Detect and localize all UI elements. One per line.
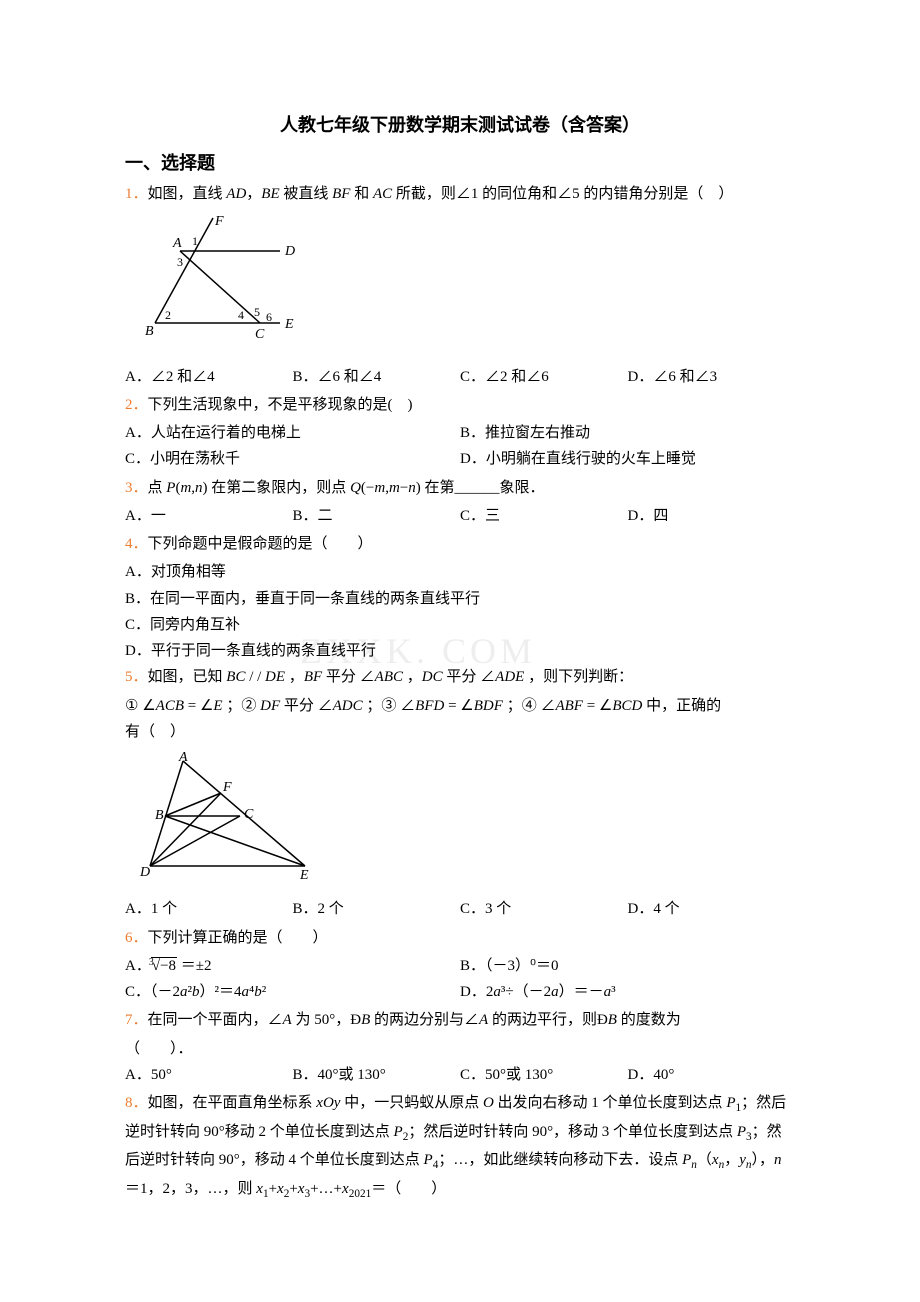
- q4-num: 4．: [125, 536, 148, 552]
- q5-line2: ① ∠ACB = ∠E ；② DF 平分 ∠ADC ；③ ∠BFD = ∠BDF…: [125, 693, 795, 719]
- q7-b: 为 50°，: [295, 1012, 350, 1028]
- svg-text:1: 1: [192, 234, 198, 248]
- q7-opt-c: C．50°或 130°: [460, 1062, 628, 1088]
- q4-text: 下列命题中是假命题的是（ ）: [148, 536, 373, 552]
- q2-opt-c: C．小明在荡秋千: [125, 446, 460, 472]
- q5-l2f: 中，正确的: [646, 698, 721, 714]
- question-1: 1．如图，直线 AD，BE 被直线 BF 和 AC 所截，则∠1 的同位角和∠5…: [125, 181, 795, 207]
- q1-num: 1．: [125, 186, 148, 202]
- svg-text:D: D: [139, 865, 150, 880]
- q8-num: 8．: [125, 1095, 148, 1111]
- q7-num: 7．: [125, 1012, 148, 1028]
- question-6: 6．下列计算正确的是（ ）: [125, 925, 795, 951]
- q1-opt-b: B．∠6 和∠4: [293, 364, 461, 390]
- q3-num: 3．: [125, 480, 148, 496]
- svg-text:4: 4: [238, 308, 244, 322]
- q7-a: 在同一个平面内，: [148, 1012, 268, 1028]
- q7-c: 的两边分别与: [374, 1012, 464, 1028]
- q3-opt-c: C．三: [460, 503, 628, 529]
- q5-c: 平分: [446, 669, 476, 685]
- q5-b: 平分: [326, 669, 356, 685]
- q4-opt-d: D．平行于同一条直线的两条直线平行: [125, 638, 795, 664]
- svg-text:D: D: [284, 244, 295, 259]
- svg-text:A: A: [172, 236, 182, 251]
- q5-opt-d: D．4 个: [628, 896, 796, 922]
- q1-options: A．∠2 和∠4 B．∠6 和∠4 C．∠2 和∠6 D．∠6 和∠3: [125, 364, 795, 390]
- question-5: 5．如图，已知 BC / / DE ，BF 平分 ∠ABC ，DC 平分 ∠AD…: [125, 664, 795, 690]
- q1-diagram: A B C D E F 1 2 3 4 5 6: [135, 213, 795, 357]
- q6-opt-b: B．（－3）⁰＝0: [460, 953, 795, 979]
- svg-text:2: 2: [165, 308, 171, 322]
- q4-opt-b: B．在同一平面内，垂直于同一条直线的两条直线平行: [125, 586, 795, 612]
- q3-opt-b: B．二: [293, 503, 461, 529]
- section-heading: 一、选择题: [125, 148, 795, 180]
- svg-text:3: 3: [177, 255, 183, 269]
- q2-opt-a: A．人站在运行着的电梯上: [125, 420, 460, 446]
- q1-text: 如图，直线 AD，BE 被直线 BF 和 AC 所截，则∠1 的同位角和∠5 的…: [148, 186, 734, 202]
- q2-num: 2．: [125, 397, 148, 413]
- q6-options: A．3√−8 ＝±2 B．（－3）⁰＝0 C．（－2a²b）²＝4a⁴b² D．…: [125, 953, 795, 1006]
- svg-text:E: E: [284, 317, 294, 332]
- q6-opt-c: C．（－2a²b）²＝4a⁴b²: [125, 979, 460, 1005]
- q8-text: 如图，在平面直角坐标系 xOy 中，一只蚂蚁从原点 O 出发向右移动 1 个单位…: [125, 1095, 786, 1197]
- q5-line3: 有（ ）: [125, 719, 795, 745]
- q1-opt-d: D．∠6 和∠3: [628, 364, 796, 390]
- question-8: 8．如图，在平面直角坐标系 xOy 中，一只蚂蚁从原点 O 出发向右移动 1 个…: [125, 1090, 795, 1205]
- q3-options: A．一 B．二 C．三 D．四: [125, 503, 795, 529]
- svg-text:6: 6: [266, 310, 272, 324]
- svg-text:C: C: [244, 807, 254, 822]
- q2-text: 下列生活现象中，不是平移现象的是( ): [148, 397, 413, 413]
- q3-text-b: 在第二象限内，则点: [211, 480, 346, 496]
- q3-opt-a: A．一: [125, 503, 293, 529]
- q7-line2: （ ）．: [125, 1036, 795, 1062]
- svg-text:B: B: [145, 324, 154, 339]
- q1-opt-a: A．∠2 和∠4: [125, 364, 293, 390]
- q7-opt-b: B．40°或 130°: [293, 1062, 461, 1088]
- q2-opt-d: D．小明躺在直线行驶的火车上睡觉: [460, 446, 795, 472]
- q3-text-c: 在第______象限．: [425, 480, 545, 496]
- q5-a: 如图，已知: [148, 669, 223, 685]
- question-3: 3．点 P(m,n) 在第二象限内，则点 Q(−m,m−n) 在第______象…: [125, 475, 795, 501]
- q7-opt-a: A．50°: [125, 1062, 293, 1088]
- q6-opt-d: D．2a³÷（－2a）＝－a³: [460, 979, 795, 1005]
- q2-opt-b: B．推拉窗左右推动: [460, 420, 795, 446]
- svg-text:B: B: [155, 808, 164, 823]
- q5-d: ，则下列判断：: [528, 669, 633, 685]
- q7-e: 的度数为: [621, 1012, 681, 1028]
- q5-opt-b: B．2 个: [293, 896, 461, 922]
- q5-num: 5．: [125, 669, 148, 685]
- q5-l2a: ①: [125, 698, 138, 714]
- q5-diagram: A B C D E F: [135, 751, 795, 890]
- q5-l2e: ；④: [507, 698, 537, 714]
- q5-options: A．1 个 B．2 个 C．3 个 D．4 个: [125, 896, 795, 922]
- q6-num: 6．: [125, 930, 148, 946]
- q7-opt-d: D．40°: [628, 1062, 796, 1088]
- q3-opt-d: D．四: [628, 503, 796, 529]
- q6-text: 下列计算正确的是（ ）: [148, 930, 328, 946]
- svg-text:F: F: [214, 214, 224, 229]
- q2-options: A．人站在运行着的电梯上 B．推拉窗左右推动 C．小明在荡秋千 D．小明躺在直线…: [125, 420, 795, 473]
- question-2: 2．下列生活现象中，不是平移现象的是( ): [125, 392, 795, 418]
- svg-text:E: E: [299, 868, 309, 881]
- q5-l2d: ；③: [366, 698, 396, 714]
- question-7: 7．在同一个平面内，∠A 为 50°，ÐB 的两边分别与∠A 的两边平行，则ÐB…: [125, 1007, 795, 1033]
- q7-options: A．50° B．40°或 130° C．50°或 130° D．40°: [125, 1062, 795, 1088]
- q1-opt-c: C．∠2 和∠6: [460, 364, 628, 390]
- svg-text:A: A: [178, 751, 188, 765]
- q4-opt-c: C．同旁内角互补: [125, 612, 795, 638]
- page-title: 人教七年级下册数学期末测试试卷（含答案）: [125, 110, 795, 142]
- svg-text:5: 5: [254, 305, 260, 319]
- svg-text:C: C: [255, 327, 265, 342]
- q7-d: 的两边平行，则: [492, 1012, 597, 1028]
- q5-l2b: ；②: [226, 698, 256, 714]
- q4-opt-a: A．对顶角相等: [125, 559, 795, 585]
- q5-opt-c: C．3 个: [460, 896, 628, 922]
- question-4: 4．下列命题中是假命题的是（ ）: [125, 531, 795, 557]
- q5-opt-a: A．1 个: [125, 896, 293, 922]
- q5-l2c: 平分: [284, 698, 314, 714]
- q6-opt-a: A．3√−8 ＝±2: [125, 953, 460, 979]
- svg-text:F: F: [222, 780, 232, 795]
- q3-text-a: 点: [148, 480, 163, 496]
